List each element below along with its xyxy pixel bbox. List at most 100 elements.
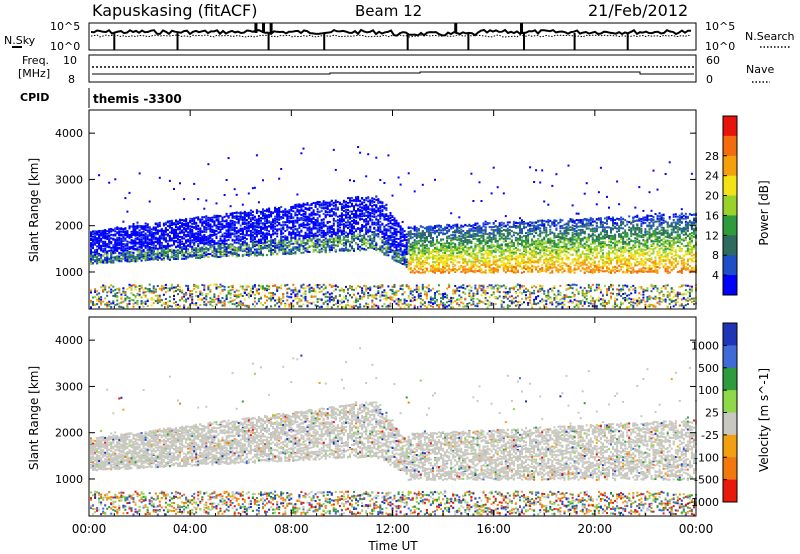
range-cell <box>262 238 264 241</box>
range-cell <box>328 241 331 244</box>
range-cell <box>257 253 260 256</box>
range-cell <box>377 232 380 235</box>
range-cell <box>106 252 109 255</box>
range-cell <box>213 253 216 256</box>
range-cell <box>312 237 315 240</box>
range-cell <box>328 297 331 300</box>
range-cell <box>92 255 94 258</box>
range-cell <box>379 213 382 216</box>
range-cell <box>251 234 254 237</box>
range-cell <box>221 246 224 249</box>
range-cell <box>199 247 202 250</box>
range-cell <box>359 209 362 212</box>
range-cell <box>316 284 319 286</box>
range-cell <box>314 289 317 292</box>
range-cell <box>122 231 125 233</box>
range-cell <box>294 207 297 210</box>
range-cell <box>223 226 226 229</box>
range-cell <box>138 241 141 244</box>
range-cell <box>134 240 137 243</box>
range-cell <box>104 232 107 235</box>
range-cell <box>185 248 188 251</box>
range-cell <box>320 247 323 250</box>
range-cell <box>359 227 362 230</box>
range-cell <box>308 283 311 286</box>
range-cell <box>373 204 376 206</box>
range-cell <box>239 285 242 288</box>
range-cell <box>276 289 279 292</box>
range-cell <box>170 253 173 255</box>
range-cell <box>205 236 208 238</box>
range-cell <box>361 215 364 218</box>
range-cell <box>110 249 113 252</box>
range-cell <box>353 288 355 291</box>
range-cell <box>201 223 204 226</box>
range-cell <box>296 249 299 251</box>
range-cell <box>280 233 283 236</box>
range-cell <box>296 242 299 245</box>
range-cell <box>326 207 329 210</box>
range-cell <box>223 246 226 249</box>
range-cell <box>132 233 135 236</box>
range-cell <box>336 215 339 218</box>
range-cell <box>294 221 297 224</box>
range-cell <box>345 200 347 203</box>
range-cell <box>128 235 131 238</box>
range-cell <box>106 246 109 249</box>
range-cell <box>158 256 161 259</box>
range-cell <box>177 226 179 229</box>
range-cell <box>369 243 372 246</box>
range-cell <box>215 254 218 257</box>
range-cell <box>187 224 190 227</box>
range-cell <box>253 240 256 243</box>
range-cell <box>175 240 177 242</box>
range-cell <box>349 224 351 227</box>
range-cell <box>260 217 262 219</box>
range-cell <box>369 219 372 222</box>
range-cell <box>98 235 101 237</box>
range-cell <box>340 207 343 210</box>
range-cell <box>379 220 382 223</box>
range-cell <box>183 226 186 229</box>
range-cell <box>268 220 271 223</box>
range-cell <box>203 225 206 228</box>
range-cell <box>257 288 260 291</box>
range-cell <box>286 299 289 302</box>
range-cell <box>146 298 149 301</box>
range-cell <box>365 244 368 247</box>
range-cell <box>104 297 107 300</box>
range-cell <box>310 302 313 305</box>
range-cell <box>90 231 92 234</box>
range-cell <box>338 248 341 251</box>
range-cell <box>253 215 256 218</box>
range-cell <box>148 248 151 251</box>
range-cell <box>114 292 117 295</box>
range-cell <box>211 249 214 252</box>
range-cell <box>110 259 113 262</box>
range-cell <box>322 235 325 238</box>
range-cell <box>288 248 291 251</box>
range-cell <box>114 241 117 244</box>
range-cell <box>209 218 212 221</box>
range-cell <box>235 250 238 253</box>
range-cell <box>292 207 295 210</box>
range-cell <box>353 205 355 208</box>
range-cell <box>379 179 382 181</box>
range-cell <box>223 220 226 223</box>
range-cell <box>209 236 212 239</box>
range-cell <box>314 204 317 207</box>
range-cell <box>322 239 325 242</box>
range-cell <box>264 234 266 237</box>
range-cell <box>365 197 368 200</box>
range-cell <box>128 258 131 261</box>
range-cell <box>266 244 268 247</box>
range-cell <box>251 228 254 231</box>
range-cell <box>100 286 103 289</box>
range-cell <box>351 220 353 223</box>
range-cell <box>357 306 360 309</box>
range-cell <box>257 298 260 300</box>
range-cell <box>213 255 216 258</box>
range-cell <box>249 290 252 293</box>
range-cell <box>379 227 382 230</box>
range-cell <box>126 288 129 291</box>
